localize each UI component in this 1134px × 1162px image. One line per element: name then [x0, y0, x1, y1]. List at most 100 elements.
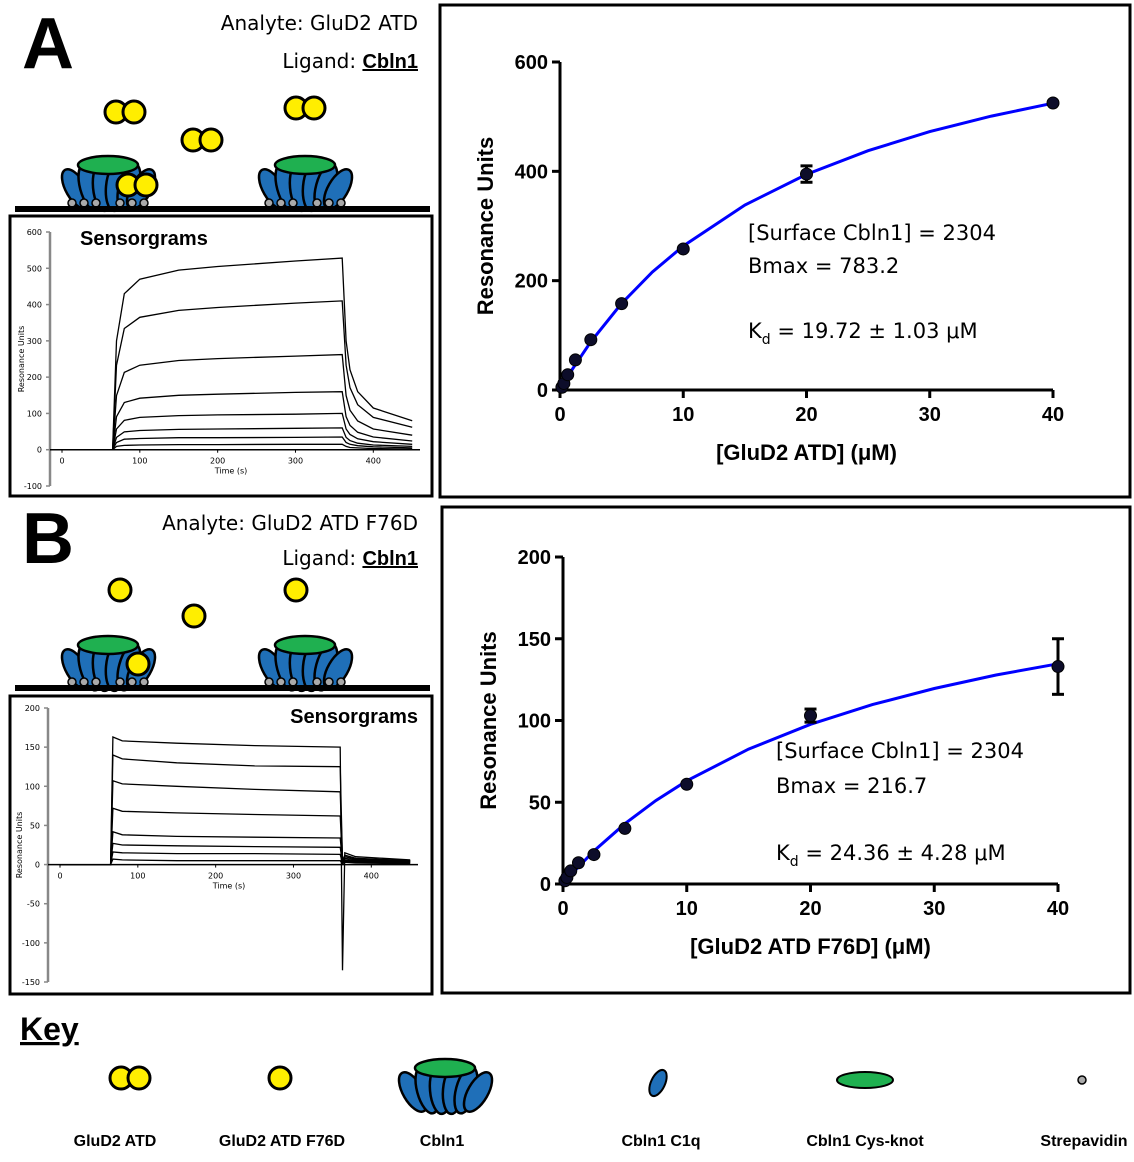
key-label: GluD2 ATD F76D [219, 1133, 345, 1150]
x-tick-label: 20 [795, 404, 817, 426]
annotation: [Surface Cbln1] = 2304 [776, 739, 1024, 763]
y-tick-label: 200 [25, 704, 40, 713]
x-tick-label: 0 [59, 457, 64, 466]
data-point [584, 333, 598, 347]
x-tick-label: 100 [130, 872, 145, 881]
analyte-label: Analyte: GluD2 ATD F76D [162, 511, 418, 535]
y-tick-label: 400 [27, 301, 42, 310]
x-axis-label: Time (s) [214, 467, 248, 476]
annotation: Bmax = 216.7 [776, 774, 927, 798]
y-tick-label: -50 [27, 900, 40, 909]
x-tick-label: 400 [364, 872, 379, 881]
x-tick-label: 10 [672, 404, 694, 426]
y-tick-label: 500 [27, 264, 42, 273]
ligand-line: Ligand: Cbln1 [282, 546, 418, 570]
sensorgram-line [62, 412, 413, 451]
kd-symbol: K [748, 319, 763, 343]
data-point [680, 777, 694, 791]
y-tick-label: 150 [518, 629, 551, 651]
annotation: [Surface Cbln1] = 2304 [748, 221, 996, 245]
y-axis-label: Resonance Units [15, 812, 24, 879]
ligand-line: Ligand: Cbln1 [282, 49, 418, 73]
y-tick-label: 0 [35, 861, 40, 870]
sensorgram-line [62, 353, 413, 451]
y-tick-label: 400 [515, 161, 548, 183]
y-tick-label: -100 [24, 482, 42, 491]
panel-letter: B [22, 499, 74, 579]
sensorgram-line [62, 427, 413, 451]
data-point [561, 368, 575, 382]
kd-annotation: Kd = 19.72 ± 1.03 μM [748, 319, 978, 348]
x-tick-label: 200 [210, 457, 225, 466]
data-point [804, 709, 817, 723]
y-tick-label: 50 [529, 792, 551, 814]
key-label: GluD2 ATD [74, 1133, 157, 1150]
y-tick-label: 600 [27, 228, 42, 237]
binding-frame [438, 3, 1132, 499]
x-axis-label: [GluD2 ATD F76D] (μM) [690, 934, 931, 959]
key-label: Strepavidin [1040, 1133, 1127, 1150]
kd-text: = 19.72 ± 1.03 μM [771, 319, 978, 343]
data-point [615, 297, 629, 311]
x-tick-label: 40 [1047, 898, 1069, 920]
sensorgram-line [62, 436, 413, 451]
y-tick-label: 600 [515, 52, 548, 74]
x-tick-label: 0 [557, 898, 568, 920]
ligand-label: Ligand: [282, 49, 356, 73]
x-tick-label: 300 [288, 457, 303, 466]
ligand-label: Ligand: [282, 546, 356, 570]
diagram-b [15, 577, 430, 695]
sensorgram-frame [8, 214, 434, 498]
y-tick-label: 0 [37, 446, 42, 455]
data-point [676, 242, 690, 256]
key-label: Cbln1 [420, 1133, 465, 1150]
x-tick-label: 100 [132, 457, 147, 466]
x-tick-label: 200 [208, 872, 223, 881]
sensorgram-line [62, 391, 413, 451]
kd-text: = 24.36 ± 4.28 μM [799, 841, 1006, 865]
ligand: Cbln1 [362, 548, 418, 570]
kd-subscript: d [762, 332, 771, 348]
x-tick-label: 400 [366, 457, 381, 466]
data-point [587, 848, 601, 862]
y-tick-label: 200 [27, 373, 42, 382]
key-label: Cbln1 Cys-knot [806, 1133, 924, 1150]
data-point [1051, 660, 1065, 674]
chart-title: Sensorgrams [80, 228, 208, 250]
x-tick-label: 30 [919, 404, 941, 426]
y-tick-label: 300 [27, 337, 42, 346]
chart-title: Sensorgrams [290, 706, 418, 728]
y-tick-label: 0 [540, 874, 551, 896]
y-tick-label: -150 [22, 978, 40, 987]
x-tick-label: 20 [799, 898, 821, 920]
diagram-a [15, 95, 430, 215]
y-axis-label: Resonance Units [473, 137, 498, 316]
sensorgram-frame [8, 694, 434, 996]
data-point [800, 167, 813, 181]
data-point [568, 353, 582, 367]
sensorgram-line [62, 300, 413, 451]
y-tick-label: 100 [27, 409, 42, 418]
data-point [564, 864, 578, 878]
data-point [1046, 96, 1060, 110]
kd-subscript: d [790, 854, 799, 870]
kd-annotation: Kd = 24.36 ± 4.28 μM [776, 841, 1006, 870]
y-tick-label: 200 [518, 547, 551, 569]
x-tick-label: 10 [676, 898, 698, 920]
analyte-label: Analyte: GluD2 ATD [221, 11, 418, 35]
panel-letter: A [22, 4, 74, 84]
fit-curve [558, 101, 1054, 391]
y-tick-label: -100 [22, 939, 40, 948]
y-tick-label: 50 [30, 821, 40, 830]
sensorgram-line [62, 443, 413, 451]
x-tick-label: 30 [923, 898, 945, 920]
y-tick-label: 200 [515, 271, 548, 293]
x-tick-label: 0 [57, 872, 62, 881]
x-tick-label: 40 [1042, 404, 1064, 426]
x-tick-label: 300 [286, 872, 301, 881]
binding-frame [440, 505, 1132, 995]
y-tick-label: 100 [518, 711, 551, 733]
x-axis-label: [GluD2 ATD] (μM) [716, 440, 897, 465]
y-tick-label: 0 [537, 380, 548, 402]
